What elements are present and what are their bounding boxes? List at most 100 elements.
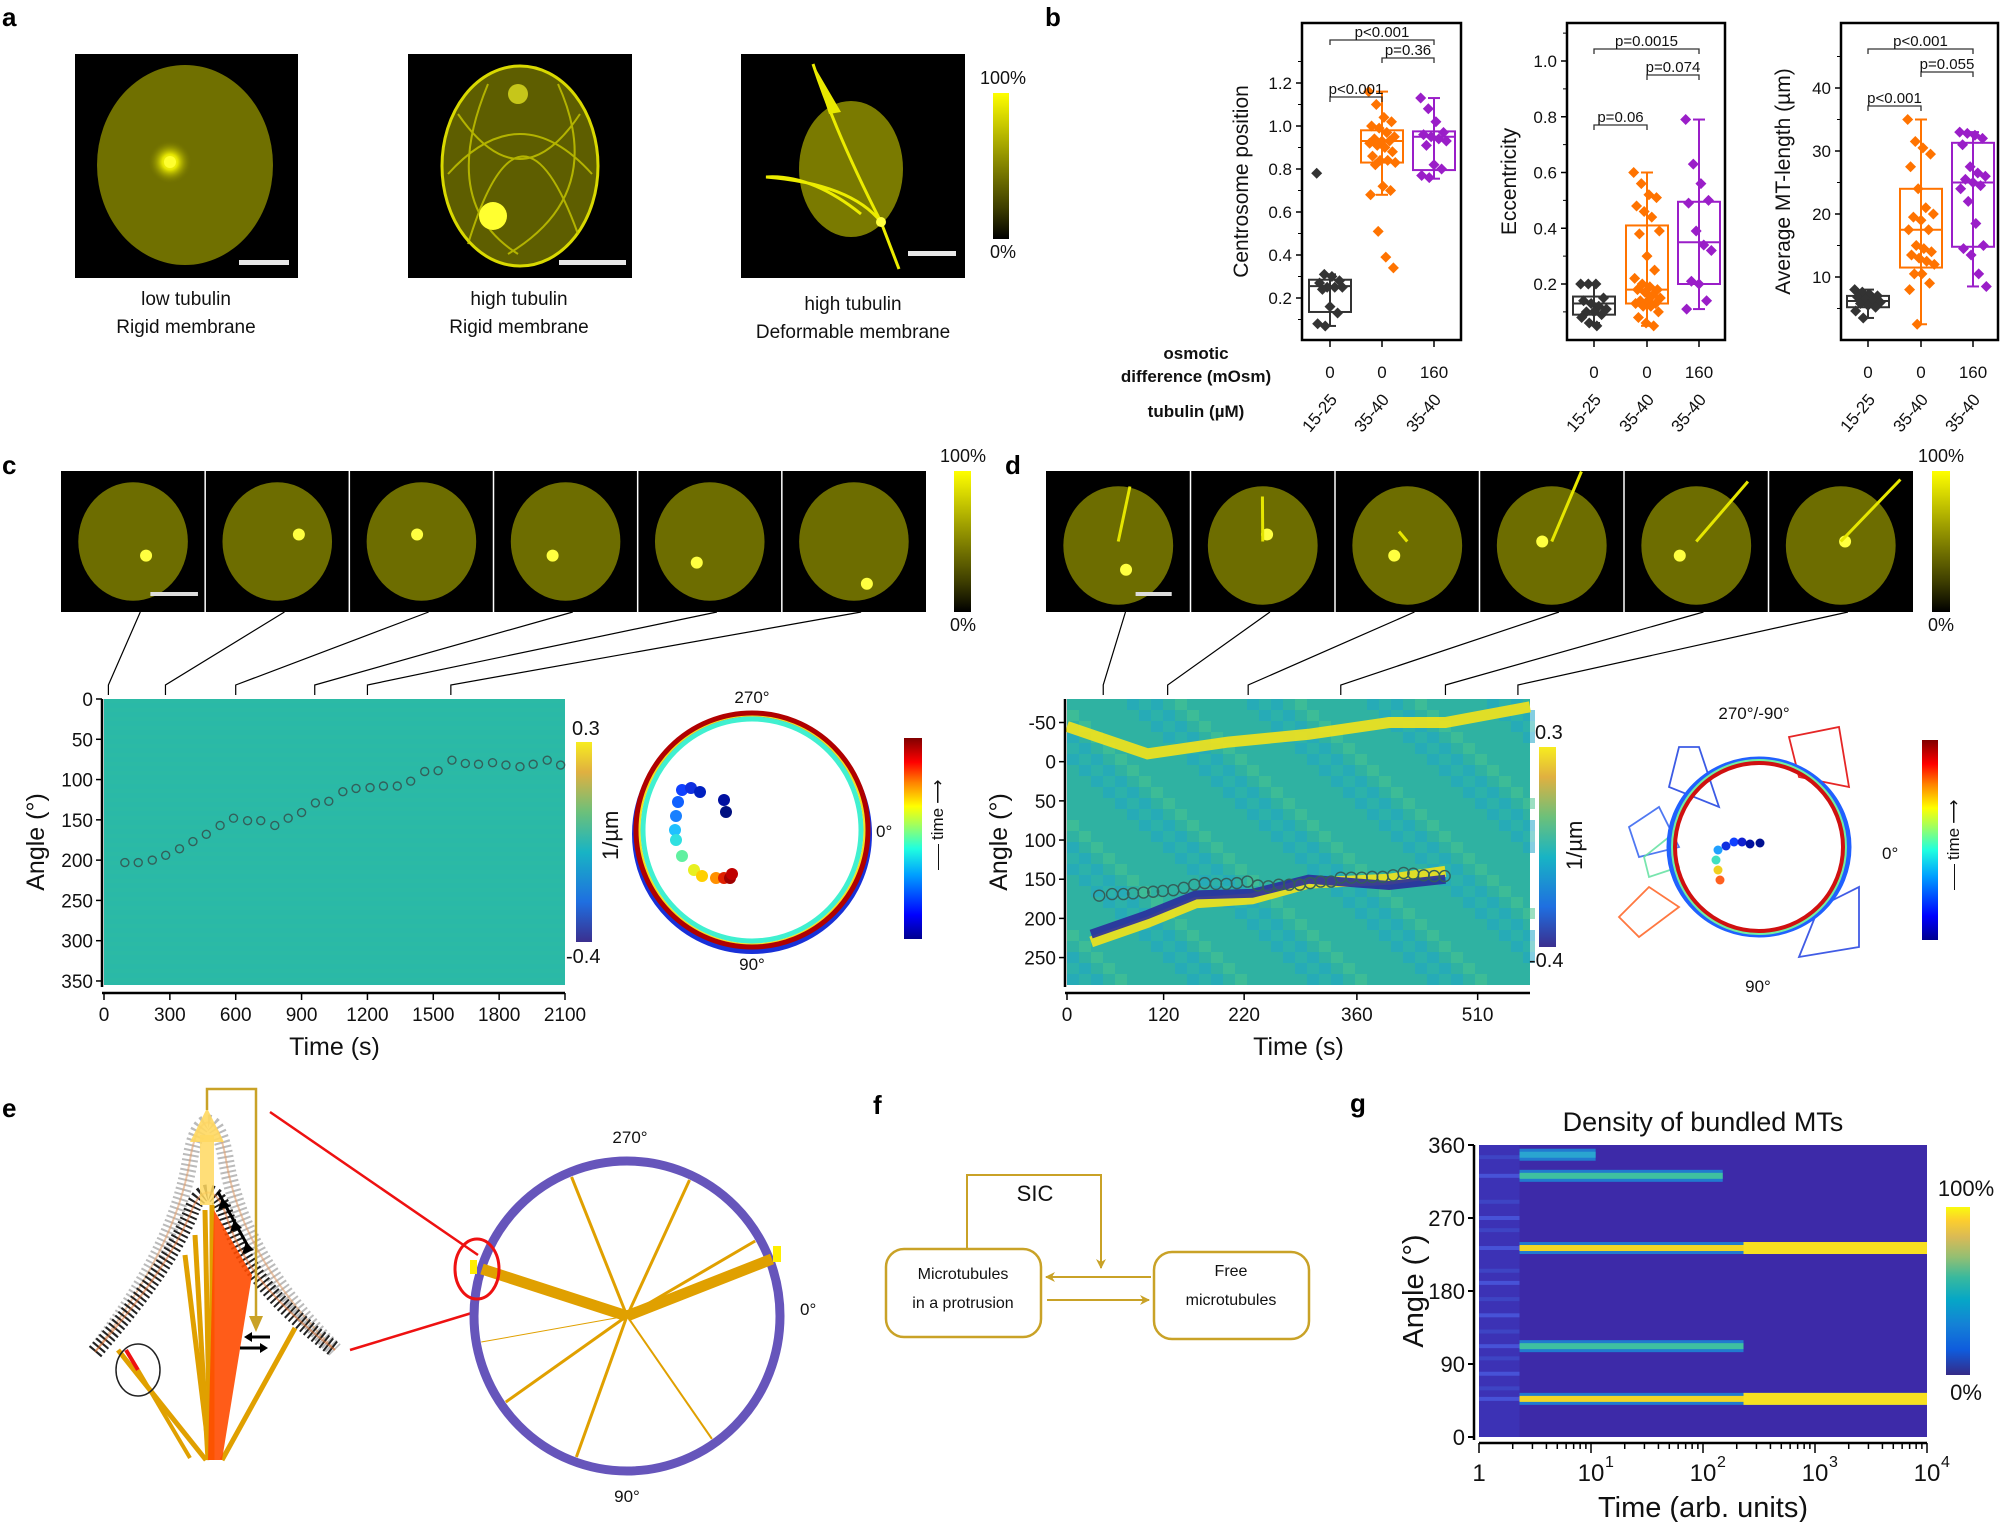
kymo-pixel [1523,952,1535,963]
heatmap-initial-stripe [1479,1199,1520,1204]
arrow-right-icon [260,1343,268,1353]
tracked-angle-marker [324,796,334,807]
colorbar-a-min: 0% [989,242,1017,262]
b3-ytick-label: 40 [1812,79,1831,98]
kymo-pixel [1247,787,1259,798]
kymo-ytick-label: 100 [1024,831,1056,852]
b2-bracket [1646,74,1700,80]
kymo-pixel [1283,952,1295,963]
kymo-pixel [1355,974,1367,985]
rotation-arrow-icon [115,1343,161,1397]
kymo-pixel [1451,776,1463,787]
kymo-pixel [1139,809,1151,820]
kymo-pixel [1487,897,1499,908]
time-label-d-text: time [1944,827,1963,860]
snapshot-connector [314,611,573,695]
b2-osmotic-value: 0 [1642,363,1651,382]
kymo-pixel [1151,809,1163,820]
b3-data-point [1925,246,1937,258]
kymo-pixel [1127,787,1139,798]
b1-tubulin-value: 15-25 [1299,390,1342,436]
kymo-pixel [1091,776,1103,787]
b2-data-point [1693,278,1705,290]
kymo-stripe [104,708,565,712]
kymo-pixel [1307,710,1319,721]
tracked-angle-marker [133,857,143,868]
snapshot-connector [235,611,429,695]
g-xtick-label: 10 [1914,1460,1941,1487]
b3-bracket [1867,105,1922,111]
kymo-pixel [1211,776,1223,787]
kymo-pixel [1175,809,1187,820]
kymo-pixel [1151,710,1163,721]
kymo-pixel [1175,853,1187,864]
kymo-pixel [1403,941,1415,952]
b2-ytick-label: 1.0 [1533,52,1557,71]
kymo-pixel [1151,930,1163,941]
tracked-angle-marker [147,855,157,865]
b1-data-point [1311,167,1323,179]
contact-highlight-left [470,1260,477,1274]
kymo-pixel [1415,743,1427,754]
cell-body [654,482,765,601]
density-band-thick [1743,1242,1927,1255]
kymo-pixel [1235,974,1247,985]
kymo-pixel [1343,963,1355,974]
kymo-stripe [104,717,565,721]
b3-data-point [1954,126,1966,138]
micrograph-low-tubulin-art [97,65,273,265]
cell-body [1063,486,1174,605]
b3-data-point [1850,305,1862,317]
b1-ytick-label: 1.2 [1268,74,1292,93]
kymo-pixel [1427,853,1439,864]
kymo-pixel [1247,908,1259,919]
curvature-colorbar-c-max: 0.3 [572,718,600,740]
b3-data-point [1857,312,1869,324]
kymo-pixel [1403,732,1415,743]
b1-data-point [1430,116,1442,128]
kymograph-d: -50 0 50 100 150 200 250 0 120 220 360 510 Time (s) A… [985,611,1849,1061]
box-right-line1: Free [1214,1263,1248,1280]
b2-data-point [1651,192,1662,204]
heatmap-initial-stripe [1479,1371,1520,1376]
kymo-pixel [1427,820,1439,831]
protrusion-contour [1797,885,1860,959]
kymo-pixel [1307,963,1319,974]
kymo-xtick-label: 1200 [346,1005,388,1026]
cell-body [799,482,909,601]
kymo-pixel [1151,831,1163,842]
centrosome-position-dot [696,870,708,882]
kymo-pixel [1511,831,1523,842]
b1-osmotic-value: 0 [1377,363,1386,382]
kymo-pixel [1343,787,1355,798]
b3-tubulin-value: 35-40 [1942,390,1985,436]
kymo-pixel [1187,864,1199,875]
b2-data-point [1703,194,1714,206]
kymo-pixel [1331,754,1343,765]
b2-data-point [1641,250,1653,262]
kymo-pixel [1175,831,1187,842]
b1-data-point [1423,172,1435,184]
kymo-pixel [1103,776,1115,787]
b1-data-point [1363,86,1375,98]
kymo-pixel [1223,787,1235,798]
kymo-pixel [1163,721,1175,732]
centrosome-position-dot [1721,841,1731,851]
kymo-pixel [1235,798,1247,809]
b3-ylabel: Average MT-length (µm) [1772,68,1795,294]
b3-tubulin-value: 15-25 [1837,390,1880,436]
b1-data-point [1436,163,1448,175]
b1-ytick-label: 0.6 [1268,203,1292,222]
kymo-pixel [1475,787,1487,798]
centrosome-position-dot [720,806,732,818]
kymo-stripe [104,699,565,703]
kymo-pixel [1103,897,1115,908]
polar-trajectory-d [1617,725,1860,959]
kymo-pixel [1067,930,1079,941]
kymo-ytick-label: 250 [1024,949,1056,970]
kymo-pixel [1127,875,1139,886]
kymo-pixel [1211,974,1223,985]
b3-pvalue: p<0.001 [1893,33,1948,50]
kymo-stripe [104,978,565,982]
